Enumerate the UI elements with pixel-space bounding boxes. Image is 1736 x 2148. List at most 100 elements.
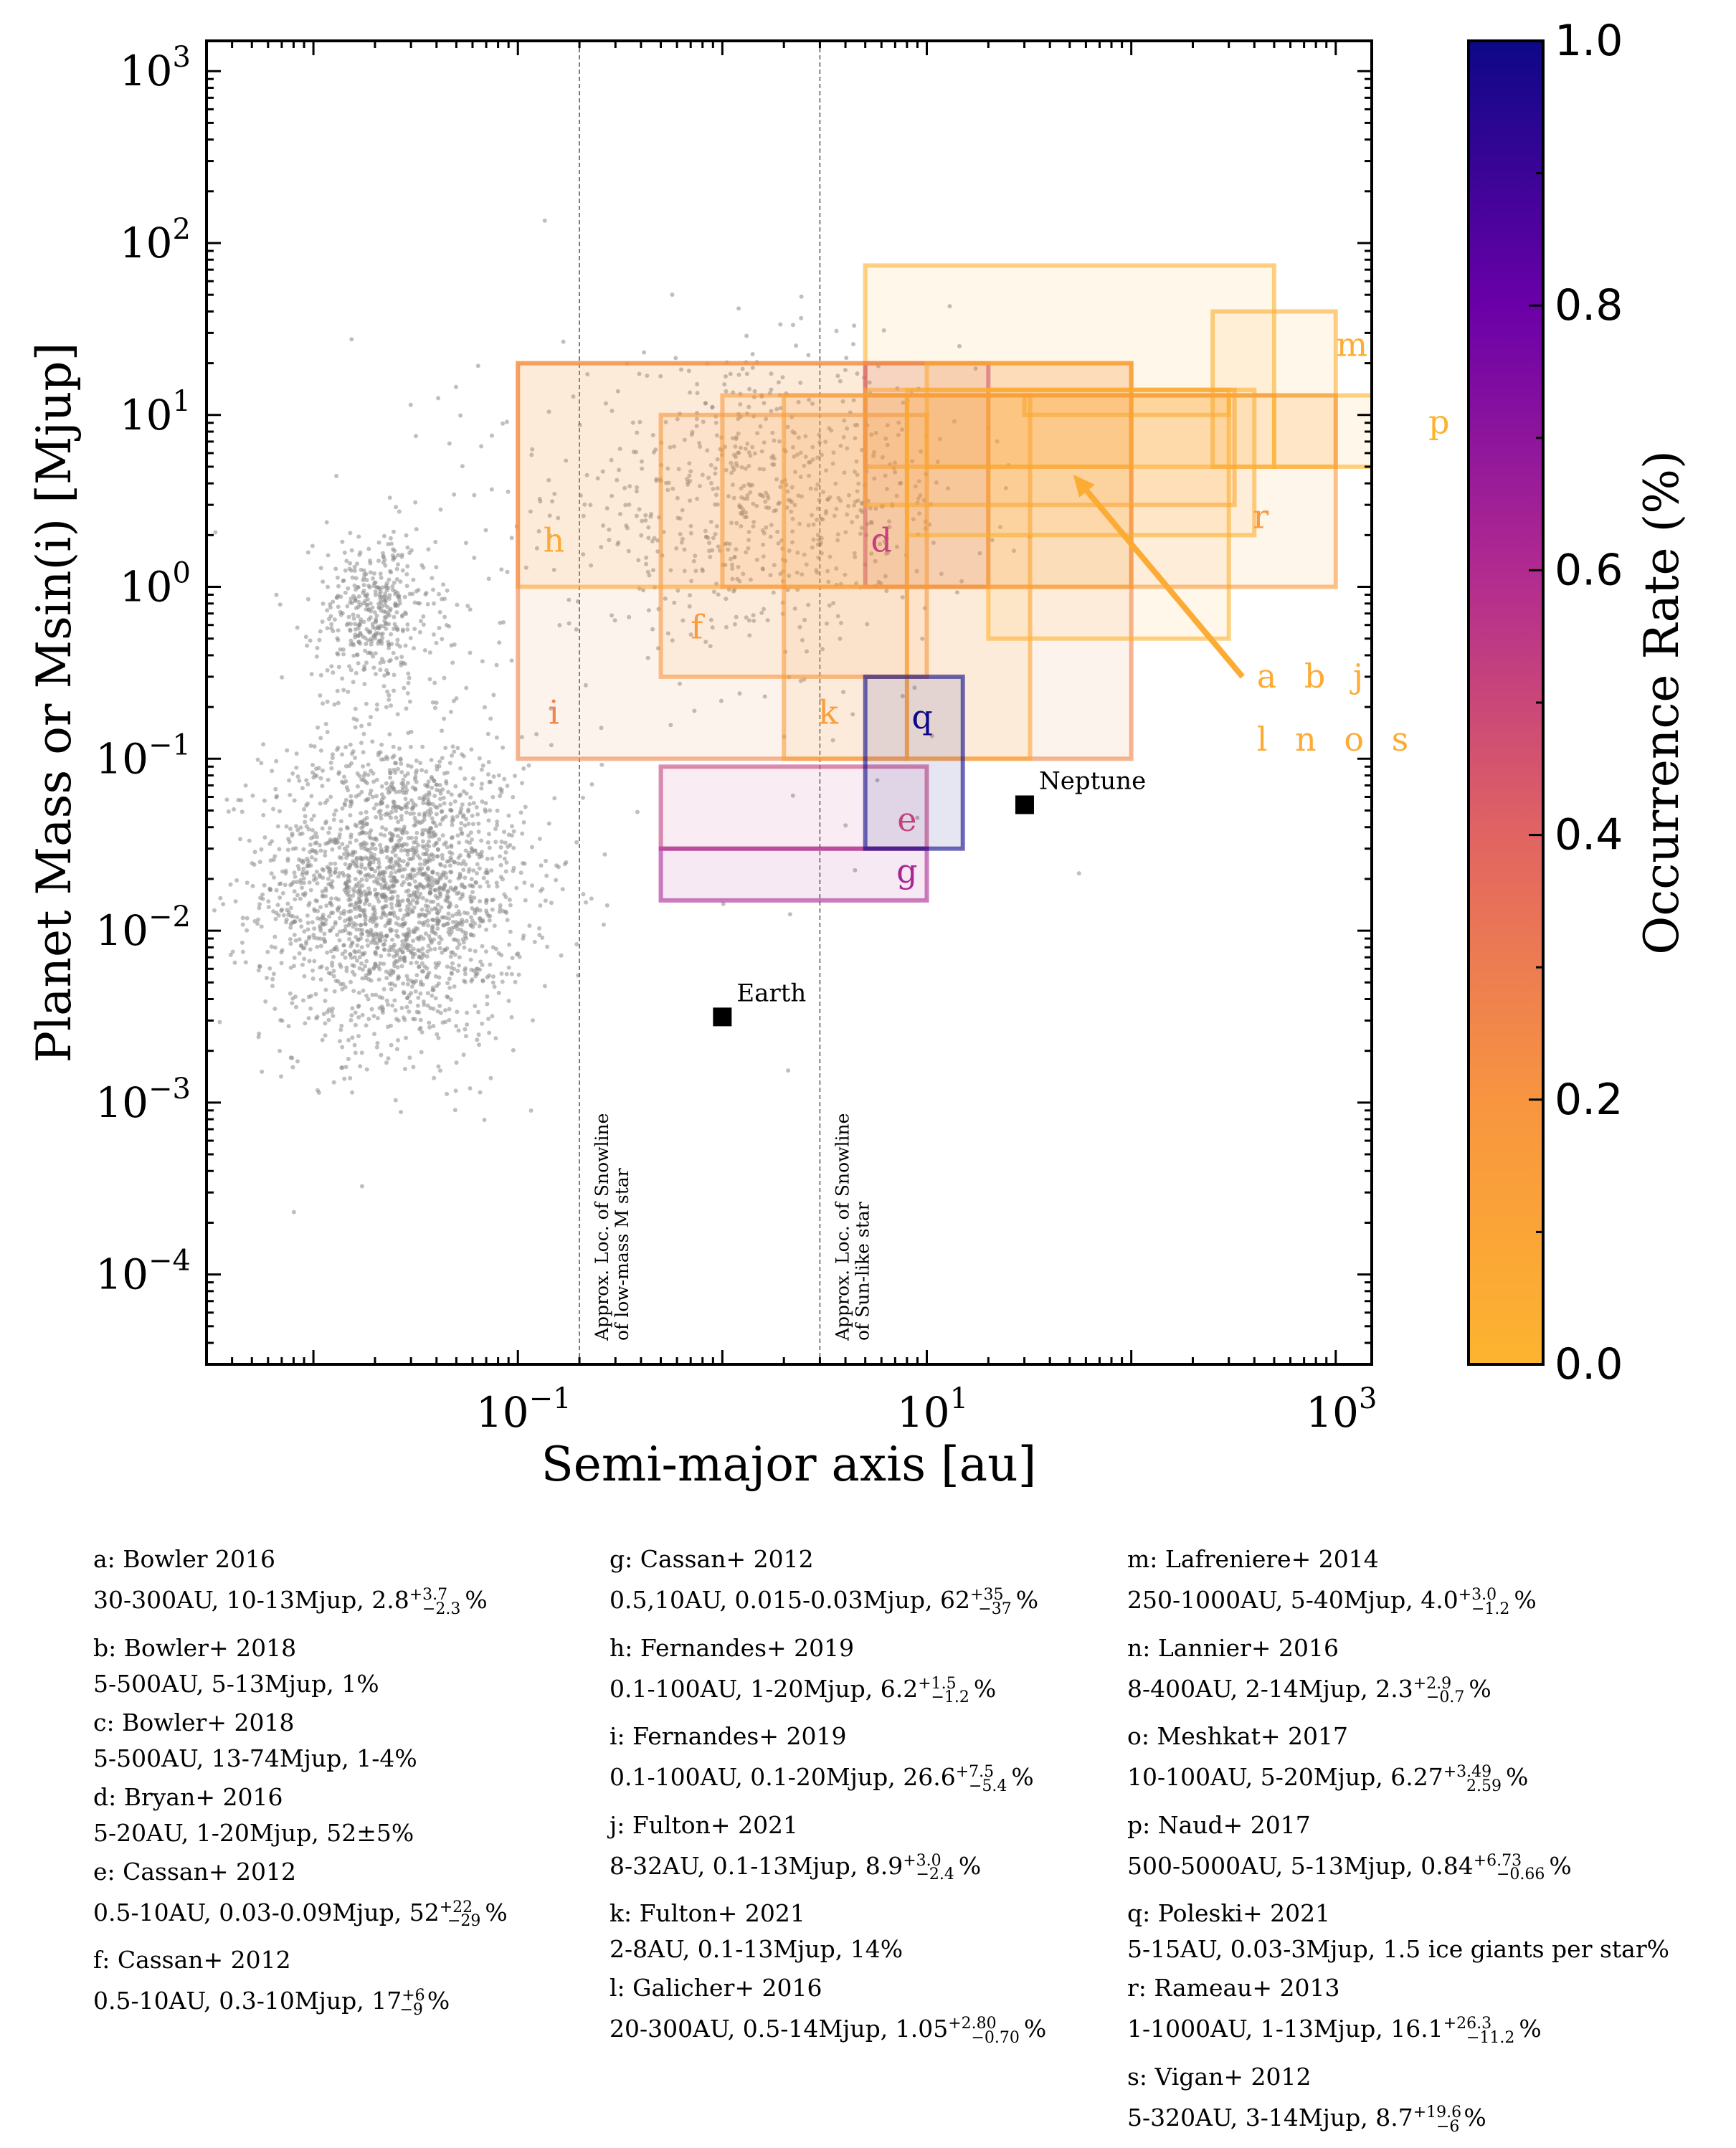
exoplanet-point bbox=[308, 743, 313, 749]
exoplanet-point bbox=[343, 590, 348, 595]
exoplanet-point bbox=[868, 505, 873, 510]
exoplanet-point bbox=[778, 322, 783, 327]
exoplanet-point bbox=[284, 917, 289, 922]
exoplanet-point bbox=[746, 464, 751, 468]
exoplanet-point bbox=[262, 798, 267, 803]
exoplanet-point bbox=[405, 982, 410, 987]
exoplanet-point bbox=[417, 920, 422, 925]
exoplanet-point bbox=[414, 849, 419, 854]
exoplanet-point bbox=[820, 490, 825, 495]
exoplanet-point bbox=[708, 644, 713, 649]
exoplanet-point bbox=[304, 803, 309, 808]
exoplanet-point bbox=[687, 473, 692, 478]
exoplanet-point bbox=[475, 871, 479, 876]
exoplanet-point bbox=[325, 1009, 330, 1014]
exoplanet-point bbox=[305, 597, 310, 602]
exoplanet-point bbox=[885, 423, 890, 428]
exoplanet-point bbox=[408, 902, 413, 907]
exoplanet-point bbox=[543, 898, 548, 903]
exoplanet-point bbox=[348, 951, 353, 956]
exoplanet-point bbox=[302, 974, 307, 979]
exoplanet-point bbox=[463, 823, 468, 828]
exoplanet-point bbox=[281, 913, 286, 918]
exoplanet-point bbox=[796, 399, 801, 404]
exoplanet-point bbox=[250, 883, 255, 888]
exoplanet-point bbox=[707, 548, 712, 553]
exoplanet-point bbox=[373, 847, 378, 851]
exoplanet-point bbox=[437, 837, 442, 842]
exoplanet-point bbox=[637, 371, 642, 376]
exoplanet-point bbox=[399, 807, 404, 812]
exoplanet-point bbox=[348, 742, 353, 747]
exoplanet-point bbox=[401, 989, 406, 994]
exoplanet-point bbox=[496, 951, 501, 956]
exoplanet-point bbox=[643, 518, 648, 523]
exoplanet-point bbox=[302, 956, 307, 961]
exoplanet-point bbox=[465, 1022, 470, 1027]
exoplanet-point bbox=[498, 845, 503, 850]
exoplanet-point bbox=[449, 845, 454, 849]
exoplanet-point bbox=[353, 596, 358, 601]
tick-label: 101 bbox=[120, 385, 191, 439]
exoplanet-point bbox=[455, 833, 460, 838]
exoplanet-point bbox=[394, 815, 399, 820]
exoplanet-point bbox=[328, 826, 332, 831]
exoplanet-point bbox=[726, 494, 731, 499]
exoplanet-point bbox=[257, 1031, 262, 1036]
exoplanet-point bbox=[617, 467, 622, 472]
exoplanet-point bbox=[362, 682, 367, 687]
exoplanet-point bbox=[939, 571, 944, 576]
exoplanet-point bbox=[133, 535, 138, 539]
legend-detail-text: 10-100AU, 5-20Mjup, 6.27 bbox=[1127, 1763, 1443, 1792]
exoplanet-point bbox=[406, 888, 411, 893]
exoplanet-point bbox=[694, 417, 699, 422]
exoplanet-point bbox=[473, 1004, 478, 1009]
exoplanet-point bbox=[803, 434, 808, 439]
exoplanet-point bbox=[844, 356, 849, 361]
snowline-label-line: Approx. Loc. of Snowline bbox=[832, 1113, 853, 1341]
exoplanet-point bbox=[454, 384, 458, 389]
exoplanet-point bbox=[776, 541, 781, 546]
exoplanet-point bbox=[272, 854, 278, 859]
exoplanet-point bbox=[990, 538, 995, 543]
exoplanet-point bbox=[420, 744, 425, 749]
exoplanet-point bbox=[395, 637, 400, 642]
exoplanet-point bbox=[385, 811, 389, 816]
exoplanet-point bbox=[368, 570, 373, 575]
exoplanet-point bbox=[509, 536, 514, 541]
tick-label-base: 10 bbox=[120, 47, 173, 95]
exoplanet-scatter bbox=[133, 218, 1081, 1215]
survey-label-q: q bbox=[911, 698, 932, 736]
exoplanet-point bbox=[463, 776, 468, 781]
exoplanet-point bbox=[730, 436, 735, 441]
exoplanet-point bbox=[514, 885, 519, 890]
exoplanet-point bbox=[820, 647, 825, 652]
exoplanet-point bbox=[715, 433, 719, 438]
exoplanet-point bbox=[331, 954, 336, 959]
exoplanet-point bbox=[973, 366, 978, 371]
legend-detail-text: 8-32AU, 0.1-13Mjup, 8.9 bbox=[610, 1851, 903, 1880]
exoplanet-point bbox=[513, 774, 517, 779]
exoplanet-point bbox=[389, 906, 394, 911]
exoplanet-point bbox=[772, 508, 777, 513]
exoplanet-point bbox=[414, 527, 419, 532]
exoplanet-point bbox=[355, 864, 359, 869]
exoplanet-point bbox=[328, 602, 333, 607]
exoplanet-point bbox=[488, 1075, 493, 1080]
exoplanet-point bbox=[404, 1035, 408, 1040]
annotation-text-line: l n o s bbox=[1257, 720, 1418, 759]
exoplanet-point bbox=[302, 880, 306, 885]
exoplanet-point bbox=[869, 432, 874, 437]
exoplanet-point bbox=[346, 1057, 351, 1061]
exoplanet-point bbox=[275, 824, 280, 829]
exoplanet-point bbox=[315, 835, 319, 840]
exoplanet-point bbox=[293, 897, 298, 902]
legend-item-detail: 5-15AU, 0.03-3Mjup, 1.5 ice giants per s… bbox=[1127, 1931, 1672, 1967]
exoplanet-point bbox=[327, 914, 331, 919]
exoplanet-point bbox=[757, 467, 762, 471]
exoplanet-point bbox=[474, 966, 479, 971]
exoplanet-point bbox=[881, 328, 886, 333]
exoplanet-point bbox=[427, 650, 432, 655]
exoplanet-point bbox=[376, 602, 381, 607]
